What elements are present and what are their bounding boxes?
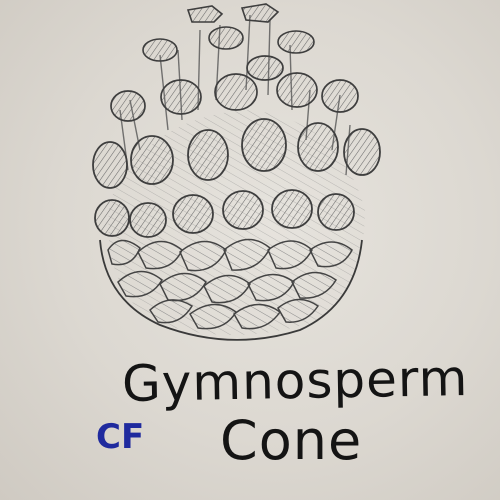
caption-line-2: Cone (220, 409, 363, 472)
artist-initials: CF (96, 417, 145, 457)
caption-line-1: Gymnosperm (121, 348, 469, 414)
